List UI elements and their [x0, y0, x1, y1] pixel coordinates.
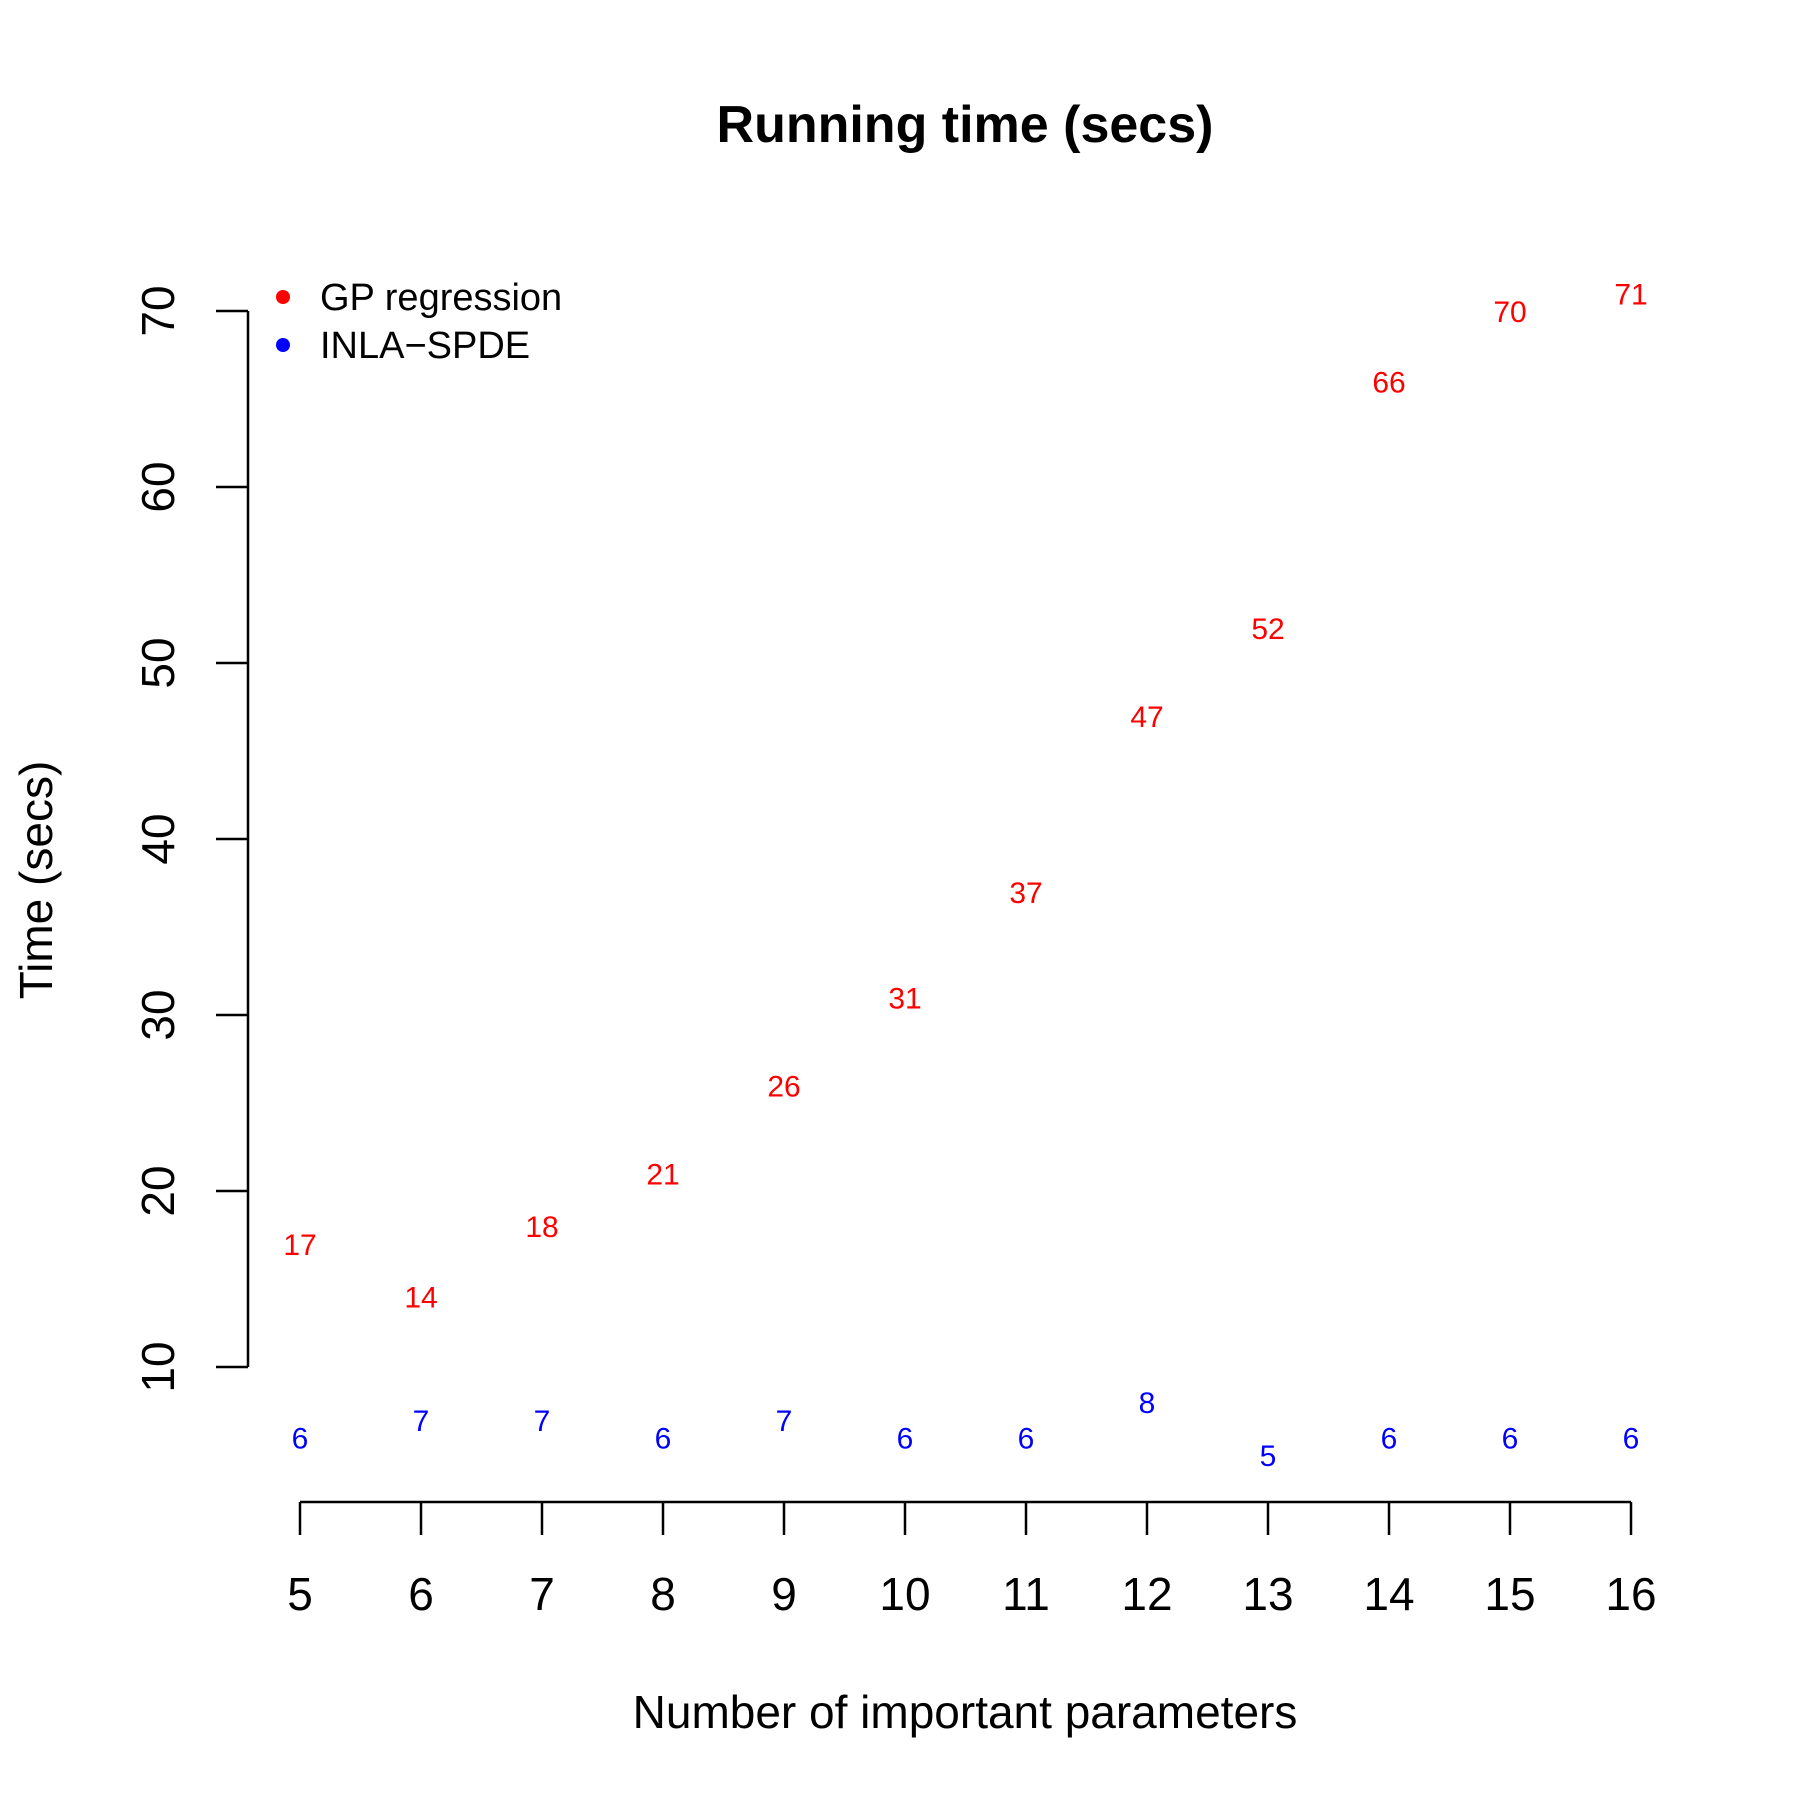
point-label: 31: [888, 982, 921, 1015]
y-tick-label: 10: [132, 1341, 184, 1392]
x-tick-label: 13: [1242, 1568, 1293, 1620]
x-tick-label: 11: [1002, 1568, 1050, 1620]
point-label: 18: [525, 1211, 558, 1244]
point-label: 14: [404, 1282, 437, 1315]
y-axis-label: Time (secs): [10, 761, 62, 1000]
point-label: 52: [1251, 613, 1284, 646]
point-label: 7: [534, 1405, 551, 1438]
legend-label: INLA−SPDE: [320, 325, 530, 367]
point-label: 8: [1139, 1387, 1156, 1420]
y-tick-label: 70: [132, 285, 184, 336]
y-tick-label: 30: [132, 989, 184, 1040]
x-tick-label: 8: [650, 1568, 676, 1620]
y-tick-label: 50: [132, 637, 184, 688]
x-axis-label: Number of important parameters: [633, 1686, 1298, 1738]
x-tick-label: 15: [1484, 1568, 1535, 1620]
x-tick-label: 12: [1121, 1568, 1172, 1620]
series-1: 6 7 7 6 7 6 6 8 5 6 6 6: [292, 1387, 1640, 1473]
x-tick-label: 10: [879, 1568, 930, 1620]
x-axis: 5 6 7 8 9 10 11 12 13 14 15 16: [287, 1500, 1657, 1620]
point-label: 26: [767, 1070, 800, 1103]
legend-label: GP regression: [320, 277, 562, 319]
x-tick-label: 9: [771, 1568, 797, 1620]
y-tick-label: 40: [132, 813, 184, 864]
point-label: 21: [646, 1158, 679, 1191]
y-tick-label: 20: [132, 1165, 184, 1216]
point-label: 6: [1502, 1422, 1519, 1455]
legend: GP regression INLA−SPDE: [276, 277, 562, 367]
x-tick-label: 6: [408, 1568, 434, 1620]
point-label: 71: [1614, 278, 1647, 311]
point-label: 6: [655, 1422, 672, 1455]
chart-title: Running time (secs): [717, 96, 1214, 154]
x-tick-label: 7: [529, 1568, 555, 1620]
point-label: 70: [1493, 296, 1526, 329]
point-label: 6: [1381, 1422, 1398, 1455]
x-tick-label: 14: [1363, 1568, 1414, 1620]
legend-marker: [276, 338, 290, 352]
legend-marker: [276, 290, 290, 304]
point-label: 47: [1130, 701, 1163, 734]
series-0: 17 14 18 21 26 31 37 47 52 66 70 71: [283, 278, 1647, 1314]
point-label: 6: [1623, 1422, 1640, 1455]
x-tick-label: 16: [1605, 1568, 1656, 1620]
point-label: 5: [1260, 1440, 1277, 1473]
point-label: 6: [1018, 1422, 1035, 1455]
y-tick-label: 60: [132, 461, 184, 512]
point-label: 6: [292, 1422, 309, 1455]
point-label: 7: [776, 1405, 793, 1438]
point-label: 6: [897, 1422, 914, 1455]
point-label: 17: [283, 1229, 316, 1262]
point-label: 7: [413, 1405, 430, 1438]
x-tick-label: 5: [287, 1568, 313, 1620]
y-axis: 10 20 30 40 50 60 70: [132, 285, 250, 1393]
point-label: 66: [1372, 366, 1405, 399]
point-label: 37: [1009, 877, 1042, 910]
